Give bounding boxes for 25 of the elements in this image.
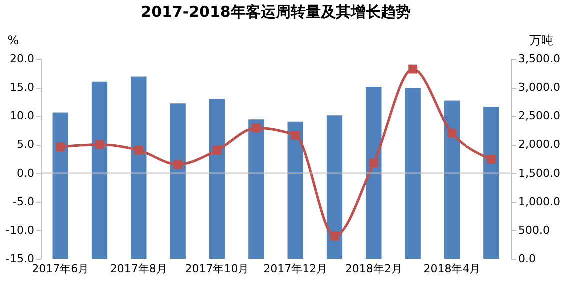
x-tick-label: 2017年8月 bbox=[110, 262, 168, 276]
x-tick-label: 2017年10月 bbox=[185, 262, 250, 276]
y2-tick-label: 1,000.0 bbox=[518, 195, 560, 208]
y2-tick-label: 3,500.0 bbox=[518, 52, 560, 66]
y-tick-label: 20.0 bbox=[10, 52, 34, 66]
y-tick-label: -5.0 bbox=[13, 195, 34, 208]
x-tick-label: 2017年12月 bbox=[264, 262, 328, 276]
chart-title: 2017-2018年客运周转量及其增长趋势 bbox=[141, 3, 411, 21]
y-axis-title: % bbox=[8, 34, 20, 48]
y-tick-label: 15.0 bbox=[10, 81, 34, 94]
x-tick-label: 2018年4月 bbox=[424, 262, 481, 276]
y2-tick-label: 2,500.0 bbox=[518, 110, 560, 123]
y2-axis-title: 万吨 bbox=[530, 34, 554, 48]
y2-tick-label: 500.0 bbox=[518, 224, 550, 237]
y-tick-label: -15.0 bbox=[6, 252, 34, 266]
x-tick-label: 2018年2月 bbox=[345, 262, 402, 276]
y2-tick-label: 0.0 bbox=[518, 252, 536, 266]
y2-tick-label: 2,000.0 bbox=[518, 138, 560, 152]
y-tick-label: 10.0 bbox=[10, 110, 34, 123]
y-tick-label: 0.0 bbox=[17, 166, 34, 180]
y-tick-label: 5.0 bbox=[17, 138, 34, 152]
y2-tick-label: 3,000.0 bbox=[518, 81, 560, 94]
x-tick-label: 2017年6月 bbox=[32, 262, 90, 276]
y-tick-label: -10.0 bbox=[6, 224, 34, 237]
y2-tick-label: 1,500.0 bbox=[518, 166, 560, 180]
